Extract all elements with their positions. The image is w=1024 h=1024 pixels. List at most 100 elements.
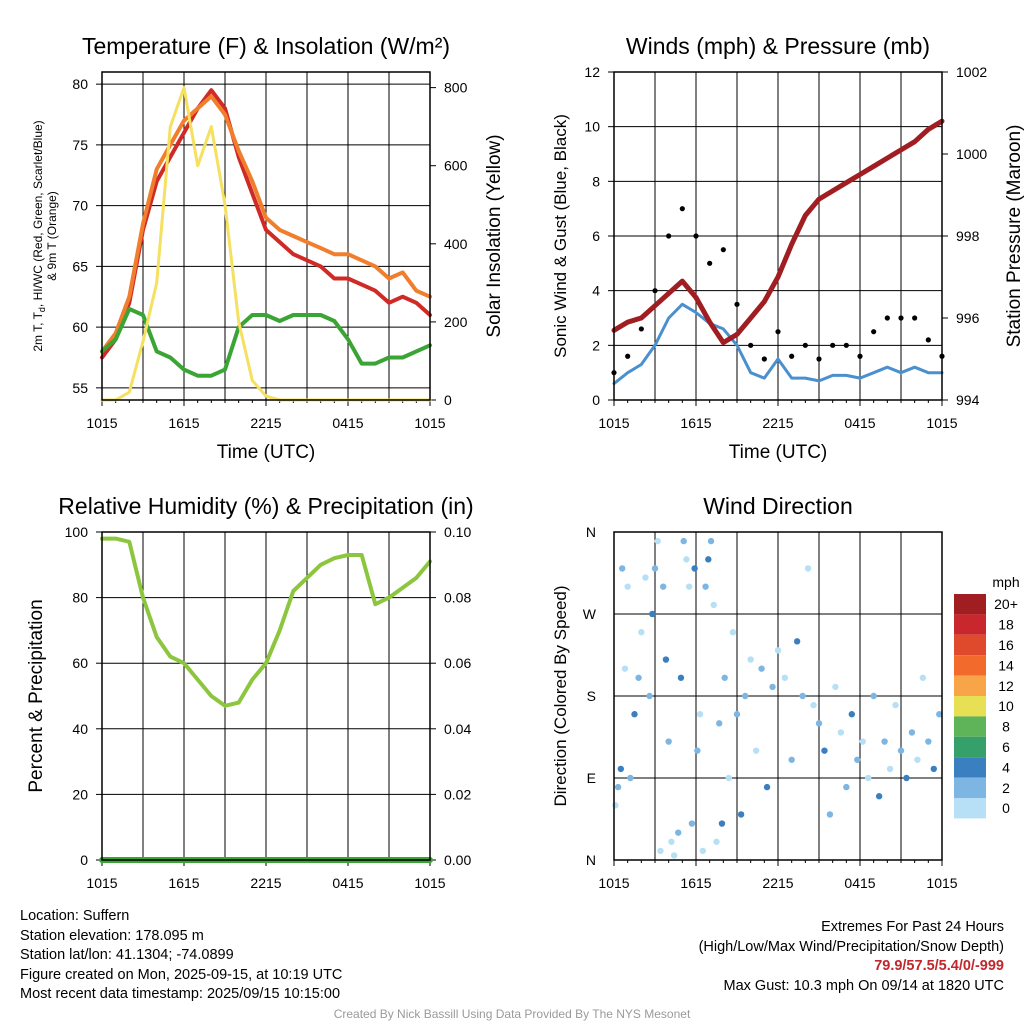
winds-y-tick-label: 2 [592,337,600,353]
temperature-y-tick-label: 80 [72,76,88,92]
direction-point [837,729,845,736]
extremes-title: Extremes For Past 24 Hours [821,919,1004,935]
direction-point [716,720,723,727]
humidity-y-tick-label: 80 [72,590,88,606]
extremes-values: 79.9/57.5/5.4/0/-999 [874,958,1004,974]
direction-legend-label: 16 [998,637,1014,653]
winds-gust-point [816,356,822,362]
temperature-y-tick-label: 70 [72,198,88,214]
winds-y-tick-label: 0 [592,392,600,408]
direction-point [752,747,760,754]
direction-legend-swatch [954,736,986,758]
temperature-y2-tick-label: 800 [444,80,468,96]
humidity-y-tick-label: 0 [80,852,88,868]
direction-x-tick-label: 2215 [762,875,793,891]
direction-point [832,683,839,691]
temperature-y-tick-label: 55 [72,380,88,396]
humidity-plot-border [101,531,431,861]
direction-point [696,711,704,718]
humidity-y2-tick-label: 0.02 [444,786,471,802]
humidity-y-tick-label: 60 [72,655,88,671]
direction-legend-swatch [954,696,986,717]
direction-point [810,701,817,709]
direction-point [675,829,682,836]
temperature-ylabel-part: 2m T, T [31,311,45,351]
temperature-y-tick-label: 75 [72,137,88,153]
temperature-y2label: Solar Insolation (Yellow) [484,134,505,337]
humidity-y2-tick-label: 0.04 [444,721,471,737]
humidity-y2-tick-label: 0.00 [444,852,471,868]
winds-gust-point [912,315,918,321]
direction-legend-label: 4 [1002,759,1010,775]
station-info: Location: Suffern Station elevation: 178… [20,907,342,1005]
winds-y-tick-label: 12 [584,64,600,80]
humidity-y-tick-label: 40 [72,721,88,737]
direction-y-tick-label: S [587,688,596,704]
winds-y2-tick-label: 1002 [956,64,987,80]
direction-legend-label: 18 [998,617,1014,633]
winds-plot-border [613,71,943,401]
temperature-ylabel-part: , HI/WC (Red, Green, Scarlet/Blue) [31,120,45,307]
direction-legend-label: 6 [1002,739,1010,755]
max-gust-text: Max Gust: 10.3 mph On 09/14 at 1820 UTC [723,977,1004,994]
winds-y2-tick-label: 1000 [956,146,987,162]
humidity-x-tick-label: 1015 [86,875,117,891]
winds-gust-point [679,206,685,212]
recent-data-text: Most recent data timestamp: 2025/09/15 1… [20,986,341,1002]
direction-legend-label: 0 [1002,800,1010,816]
winds-x-tick-label: 0415 [844,415,875,431]
direction-legend-label: 8 [1002,719,1010,735]
location-text: Location: Suffern [20,908,130,924]
humidity-y2-tick-label: 0.08 [444,590,471,606]
direction-point [843,783,850,791]
temperature-y2-tick-label: 400 [444,236,468,252]
direction-point [677,674,685,681]
direction-point [774,647,782,654]
direction-point [685,583,693,590]
winds-x-tick-label: 2215 [762,415,793,431]
direction-point [654,537,661,545]
direction-point [848,711,855,718]
direction-y-tick-label: N [586,524,596,540]
direction-point [691,565,698,572]
direction-legend-swatch [954,655,986,676]
direction-legend-label: 12 [998,678,1014,694]
humidity-x-tick-label: 1615 [168,875,199,891]
direction-point [627,774,634,782]
temperature-x-tick-label: 2215 [250,415,281,431]
winds-series-wind [612,302,944,386]
direction-point [919,674,927,681]
direction-point [638,629,645,636]
direction-point [930,765,937,773]
humidity-title: Relative Humidity (%) & Precipitation (i… [58,493,473,519]
direction-legend-swatch [954,716,986,737]
direction-point [612,802,619,809]
humidity-y-tick-label: 20 [72,786,88,802]
direction-point [881,738,888,745]
winds-gust-point [720,247,726,253]
winds-x-tick-label: 1015 [926,415,957,431]
winds-y-tick-label: 10 [584,119,600,135]
winds-gust-point [748,342,754,348]
direction-point [649,610,656,618]
direction-point [737,811,745,818]
direction-point [705,556,712,563]
temperature-x-tick-label: 1615 [168,415,199,431]
direction-legend-title: mph [992,574,1019,590]
direction-point [721,674,728,681]
winds-gust-point [693,233,699,239]
direction-point [657,847,664,855]
winds-ylabel: Sonic Wind & Gust (Blue, Black) [551,114,570,358]
winds-y-tick-label: 4 [592,283,600,299]
direction-point [781,674,789,681]
direction-y-tick-label: W [583,606,597,622]
direction-x-tick-label: 1615 [680,875,711,891]
direction-point [875,793,883,800]
direction-point [870,692,877,700]
direction-point [646,692,653,700]
direction-point [925,738,932,745]
direction-legend-label: 2 [1002,780,1010,796]
temperature-ylabel-line2: & 9m T (Orange) [45,191,59,281]
